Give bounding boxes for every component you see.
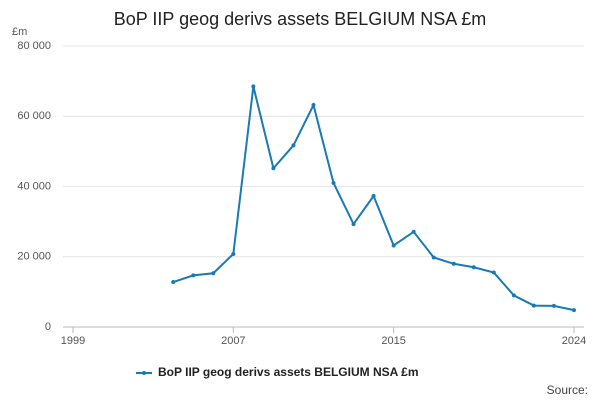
point bbox=[311, 103, 316, 108]
point bbox=[531, 303, 536, 308]
point bbox=[471, 265, 476, 270]
point bbox=[451, 261, 456, 266]
point bbox=[371, 193, 376, 198]
point bbox=[431, 255, 436, 260]
point bbox=[511, 293, 516, 298]
y-tick-label: 40 000 bbox=[17, 180, 51, 192]
point bbox=[551, 303, 556, 308]
x-tick-label: 1999 bbox=[61, 335, 85, 347]
point bbox=[491, 270, 496, 275]
y-tick-label: 20 000 bbox=[17, 251, 51, 263]
point bbox=[251, 84, 256, 89]
point bbox=[231, 251, 236, 256]
point bbox=[211, 271, 216, 276]
x-tick-label: 2007 bbox=[221, 335, 245, 347]
point bbox=[411, 229, 416, 234]
point bbox=[571, 308, 576, 313]
y-unit: £m bbox=[12, 26, 27, 38]
point bbox=[171, 280, 176, 285]
point bbox=[191, 273, 196, 278]
x-tick-label: 2024 bbox=[562, 335, 586, 347]
legend-label: BoP IIP geog derivs assets BELGIUM NSA £… bbox=[158, 365, 419, 379]
point bbox=[291, 143, 296, 148]
y-tick-label: 0 bbox=[45, 321, 51, 333]
line bbox=[172, 86, 575, 312]
point bbox=[351, 222, 356, 227]
source: Source: bbox=[547, 383, 588, 397]
point bbox=[331, 180, 336, 185]
y-tick-label: 80 000 bbox=[17, 40, 51, 52]
point bbox=[391, 243, 396, 248]
x-tick-label: 2015 bbox=[381, 335, 405, 347]
legend-marker bbox=[142, 371, 146, 375]
y-tick-label: 60 000 bbox=[17, 110, 51, 122]
point bbox=[271, 166, 276, 171]
chart-title: BoP IIP geog derivs assets BELGIUM NSA £… bbox=[114, 9, 487, 29]
